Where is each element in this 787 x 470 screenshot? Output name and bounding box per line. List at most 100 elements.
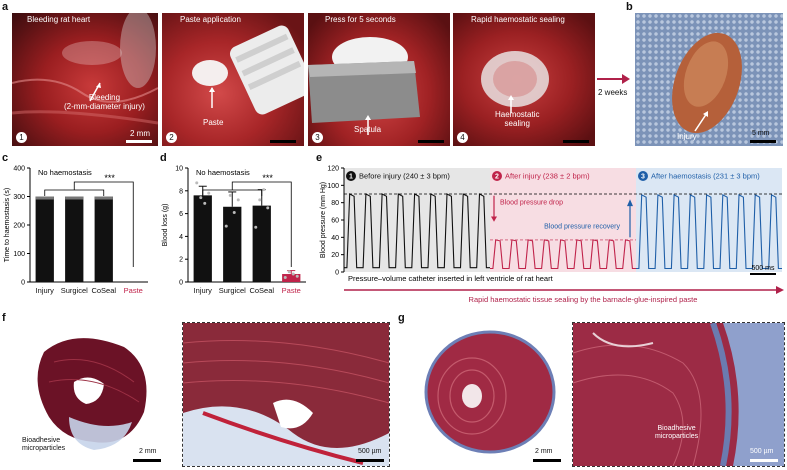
y-tick-label: 8 bbox=[179, 188, 183, 195]
annotation-label: No haemostasis bbox=[196, 168, 250, 177]
step4-scale-bar bbox=[563, 140, 589, 143]
step4-title: Rapid haemostatic sealing bbox=[471, 15, 565, 24]
y-tick-label: 400 bbox=[13, 166, 25, 173]
two-weeks-label: 2 weeks bbox=[598, 88, 628, 97]
bar-cap bbox=[94, 196, 113, 200]
x-tick-label: Surgicel bbox=[219, 286, 246, 295]
step1-scale-text: 2 mm bbox=[130, 129, 150, 138]
x-tick-label: Injury bbox=[36, 286, 55, 295]
y-axis-label: Blood pressure (mm Hg) bbox=[320, 182, 327, 258]
panel-g-scale-bar-right bbox=[750, 459, 778, 462]
y-tick-label: 120 bbox=[327, 166, 339, 173]
waveform-2 bbox=[490, 239, 636, 270]
panel-f-scale-bar-left bbox=[133, 459, 161, 462]
data-point bbox=[287, 270, 291, 274]
panel-g-particles-label: Bioadhesive microparticles bbox=[655, 425, 699, 440]
bar-paste bbox=[282, 274, 301, 282]
step2-number: 2 bbox=[166, 132, 177, 143]
segment-number-badge bbox=[346, 171, 356, 181]
panel-f-scale-bar-right bbox=[356, 459, 384, 462]
panel-g-scale-text-right: 500 µm bbox=[750, 448, 774, 455]
step1-label: Bleeding (2-mm-diameter injury) bbox=[64, 93, 145, 111]
y-tick-label: 10 bbox=[175, 166, 183, 173]
panel-b-scale-text: 5 mm bbox=[752, 130, 770, 137]
panel-label-a: a bbox=[2, 1, 9, 13]
data-point bbox=[224, 224, 228, 228]
step4-label: Haemostatic sealing bbox=[495, 110, 540, 128]
photo-f-whole bbox=[14, 322, 170, 467]
bar-surgicel bbox=[65, 196, 84, 282]
panel-f-scale-text-left: 2 mm bbox=[139, 448, 157, 455]
segment-number: 3 bbox=[641, 174, 645, 181]
bar-injury bbox=[35, 196, 54, 282]
y-tick-label: 4 bbox=[179, 234, 183, 241]
segment-number: 1 bbox=[349, 174, 353, 181]
drop-label: Blood pressure drop bbox=[500, 199, 563, 206]
x-tick-label: Paste bbox=[124, 286, 143, 295]
data-point bbox=[236, 198, 240, 202]
step4-number: 4 bbox=[457, 132, 468, 143]
y-tick-label: 200 bbox=[13, 223, 25, 230]
x-tick-label: CoSeal bbox=[249, 286, 274, 295]
data-point bbox=[258, 198, 262, 202]
data-point bbox=[266, 206, 270, 210]
panel-label-e: e bbox=[316, 152, 323, 164]
significance-label: *** bbox=[104, 173, 115, 183]
bar-injury bbox=[193, 195, 212, 282]
step1-title: Bleeding rat heart bbox=[27, 15, 91, 24]
y-tick-label: 0 bbox=[335, 270, 339, 277]
panel-g-scale-bar-left bbox=[533, 459, 561, 462]
annotation-label: No haemostasis bbox=[38, 168, 92, 177]
recovery-arrowhead bbox=[627, 199, 633, 207]
y-tick-label: 100 bbox=[327, 183, 339, 190]
catheter-label: Pressure–volume catheter inserted in lef… bbox=[348, 274, 554, 283]
photo-sealing bbox=[453, 13, 595, 146]
photo-paste-application bbox=[162, 13, 304, 146]
segment-title: After injury (238 ± 2 bpm) bbox=[505, 172, 590, 181]
step3-number: 3 bbox=[312, 132, 323, 143]
panel-label-d: d bbox=[160, 152, 167, 164]
step2-scale-bar bbox=[270, 140, 296, 143]
bar-cap bbox=[65, 196, 84, 200]
bar-coseal bbox=[252, 205, 271, 282]
photo-g-whole bbox=[410, 322, 566, 467]
bracket-right bbox=[231, 181, 292, 267]
panel-f-scale-text-right: 500 µm bbox=[358, 448, 382, 455]
step2-label: Paste bbox=[203, 118, 224, 127]
panel-label-c: c bbox=[2, 152, 9, 164]
x-tick-label: Paste bbox=[282, 286, 301, 295]
panel-f-particles-label: Bioadhesive microparticles bbox=[22, 437, 66, 452]
bottom-arrowhead bbox=[776, 286, 784, 294]
data-point bbox=[203, 201, 207, 205]
step3-label: Spatula bbox=[354, 125, 382, 134]
y-tick-label: 60 bbox=[331, 218, 339, 225]
panel-label-b: b bbox=[626, 1, 633, 13]
y-axis-label: Time to haemostasis (s) bbox=[4, 188, 11, 262]
data-point bbox=[262, 188, 266, 192]
segment-number: 2 bbox=[495, 174, 499, 181]
data-point bbox=[228, 193, 232, 197]
y-tick-label: 40 bbox=[331, 235, 339, 242]
y-tick-label: 20 bbox=[331, 252, 339, 259]
recovery-label: Blood pressure recovery bbox=[544, 224, 620, 231]
x-tick-label: Surgicel bbox=[61, 286, 88, 295]
step2-title: Paste application bbox=[180, 15, 241, 24]
y-tick-label: 80 bbox=[331, 200, 339, 207]
x-tick-label: Injury bbox=[194, 286, 213, 295]
bar-coseal bbox=[94, 196, 113, 282]
step1-scale-bar bbox=[126, 140, 152, 143]
photo-press bbox=[308, 13, 450, 146]
chart-c: 0 100 200 300 400 Time to haemostasis (s) Inju… bbox=[4, 166, 148, 295]
segment-number-badge bbox=[492, 171, 502, 181]
panel-label-g: g bbox=[398, 312, 405, 324]
data-point bbox=[291, 272, 295, 276]
panel-b-scale-bar bbox=[750, 140, 776, 143]
segment-number-badge bbox=[638, 171, 648, 181]
data-point bbox=[195, 181, 199, 185]
chart-e: 1 Before injury (240 ± 3 bpm) 2 After injur… bbox=[320, 166, 784, 304]
panel-b-injury-label: Injury bbox=[677, 132, 697, 141]
step3-title: Press for 5 seconds bbox=[325, 15, 396, 24]
photo-f-zoom bbox=[182, 322, 390, 467]
two-weeks-arrow bbox=[597, 74, 630, 84]
y-axis-label: Blood loss (g) bbox=[162, 204, 169, 247]
